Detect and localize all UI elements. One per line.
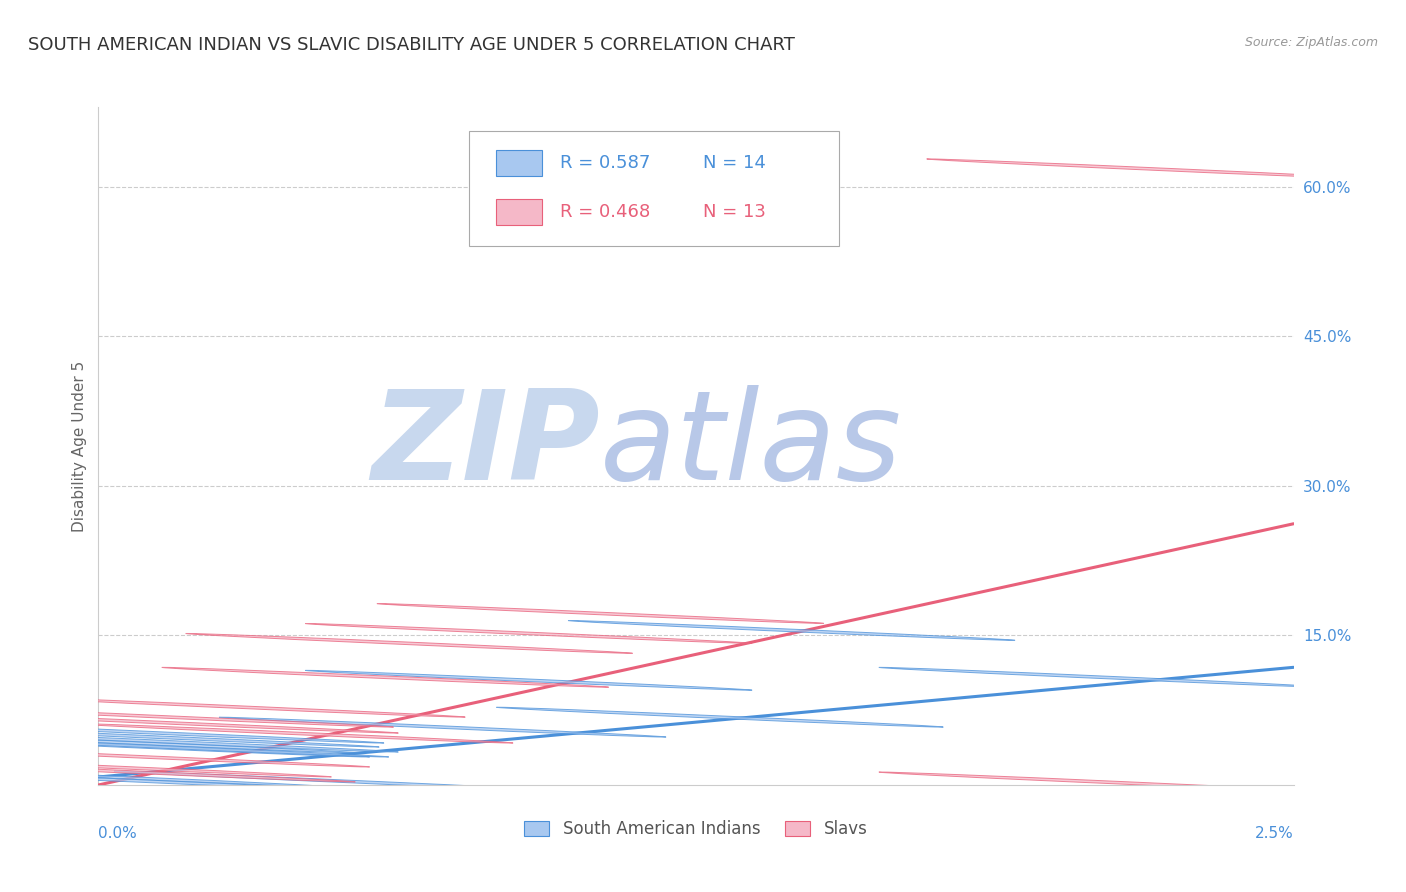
Ellipse shape xyxy=(0,770,342,790)
Ellipse shape xyxy=(0,707,394,727)
Ellipse shape xyxy=(66,723,513,743)
Ellipse shape xyxy=(0,762,356,782)
Ellipse shape xyxy=(927,159,1374,178)
Legend: South American Indians, Slavs: South American Indians, Slavs xyxy=(517,814,875,845)
Ellipse shape xyxy=(0,737,370,757)
Ellipse shape xyxy=(0,727,380,747)
Text: R = 0.468: R = 0.468 xyxy=(560,203,650,221)
Text: R = 0.587: R = 0.587 xyxy=(560,153,650,171)
FancyBboxPatch shape xyxy=(470,131,839,246)
Text: N = 13: N = 13 xyxy=(703,203,766,221)
Ellipse shape xyxy=(0,714,398,733)
Ellipse shape xyxy=(162,667,609,687)
Ellipse shape xyxy=(0,737,389,757)
Ellipse shape xyxy=(377,604,824,624)
Ellipse shape xyxy=(0,732,398,752)
Ellipse shape xyxy=(879,772,1326,792)
Text: N = 14: N = 14 xyxy=(703,153,766,171)
FancyBboxPatch shape xyxy=(496,150,541,176)
Ellipse shape xyxy=(305,624,752,643)
Ellipse shape xyxy=(305,671,752,690)
Ellipse shape xyxy=(186,633,633,653)
Text: 0.0%: 0.0% xyxy=(98,826,138,840)
Ellipse shape xyxy=(0,757,332,777)
Text: 2.5%: 2.5% xyxy=(1254,826,1294,840)
Ellipse shape xyxy=(0,747,370,767)
Ellipse shape xyxy=(18,698,465,717)
Text: ZIP: ZIP xyxy=(371,385,600,507)
Text: Source: ZipAtlas.com: Source: ZipAtlas.com xyxy=(1244,36,1378,49)
Ellipse shape xyxy=(0,767,332,787)
Ellipse shape xyxy=(114,771,561,791)
Ellipse shape xyxy=(879,667,1326,687)
FancyBboxPatch shape xyxy=(496,199,541,225)
Ellipse shape xyxy=(0,723,384,743)
Text: atlas: atlas xyxy=(600,385,903,507)
Text: SOUTH AMERICAN INDIAN VS SLAVIC DISABILITY AGE UNDER 5 CORRELATION CHART: SOUTH AMERICAN INDIAN VS SLAVIC DISABILI… xyxy=(28,36,794,54)
Ellipse shape xyxy=(568,621,1015,640)
Y-axis label: Disability Age Under 5: Disability Age Under 5 xyxy=(72,360,87,532)
Ellipse shape xyxy=(496,707,943,727)
Ellipse shape xyxy=(219,717,666,737)
Ellipse shape xyxy=(0,733,360,753)
